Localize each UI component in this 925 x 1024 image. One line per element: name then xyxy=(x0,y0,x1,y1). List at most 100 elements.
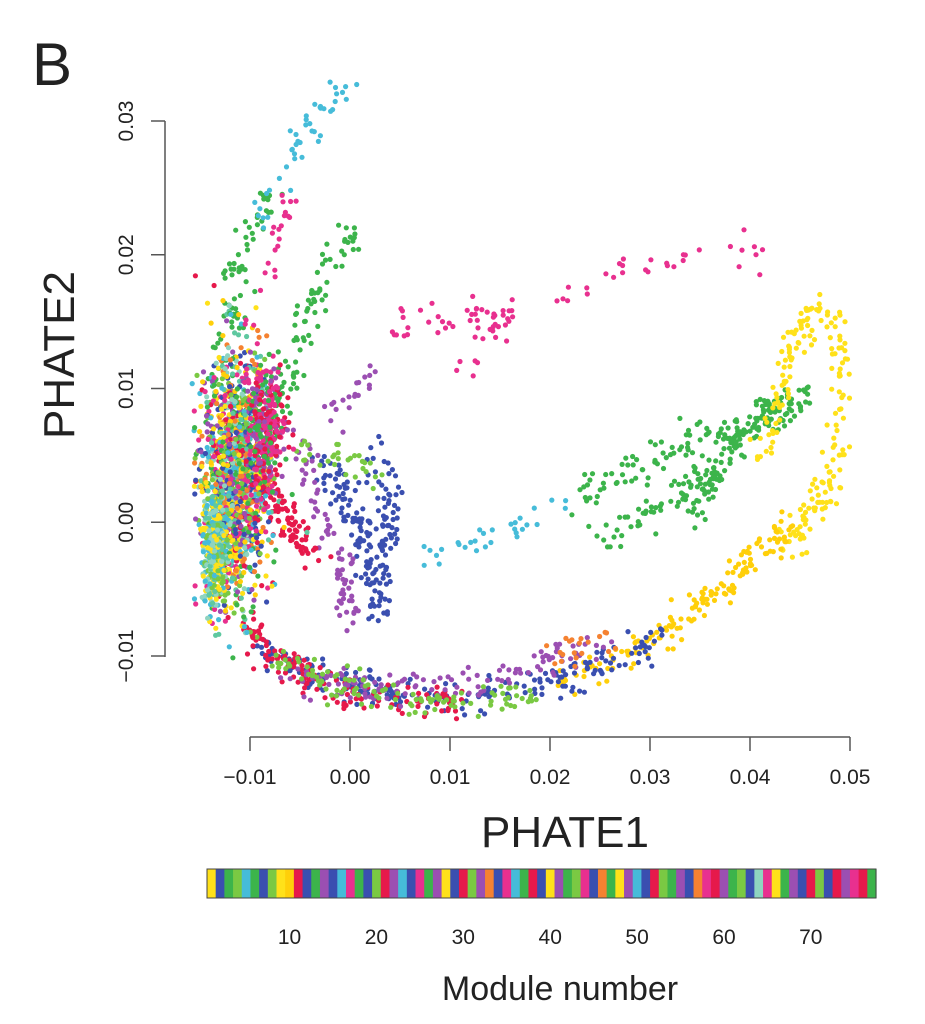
scatter-point xyxy=(816,308,822,314)
scatter-point xyxy=(263,652,269,659)
colorbar-segment xyxy=(259,869,269,898)
scatter-point xyxy=(305,525,311,531)
scatter-point xyxy=(265,460,271,466)
scatter-point xyxy=(819,506,825,512)
scatter-point xyxy=(400,314,406,320)
scatter-point xyxy=(233,471,239,477)
scatter-point xyxy=(263,573,269,579)
scatter-point xyxy=(509,308,515,314)
scatter-point xyxy=(713,591,719,597)
scatter-point xyxy=(475,713,481,720)
scatter-point xyxy=(801,514,807,521)
scatter-point xyxy=(273,652,279,658)
scatter-point xyxy=(376,676,382,682)
scatter-point xyxy=(384,611,390,617)
scatter-point xyxy=(321,480,327,486)
scatter-point xyxy=(779,509,785,515)
scatter-point xyxy=(312,506,319,512)
scatter-point xyxy=(828,320,834,326)
scatter-point xyxy=(554,298,560,304)
scatter-point xyxy=(219,412,225,418)
scatter-point xyxy=(345,512,351,519)
scatter-point xyxy=(577,688,583,694)
scatter-point xyxy=(276,226,282,232)
colorbar-segment xyxy=(537,869,547,898)
scatter-point xyxy=(250,643,256,649)
scatter-point xyxy=(357,516,363,522)
scatter-point xyxy=(278,675,284,681)
scatter-point xyxy=(386,522,392,529)
scatter-point xyxy=(757,435,763,441)
scatter-point xyxy=(326,681,332,688)
scatter-point xyxy=(303,117,309,123)
scatter-point xyxy=(287,128,293,134)
colorbar-segment xyxy=(589,869,599,898)
scatter-point xyxy=(341,518,347,524)
scatter-point xyxy=(653,505,659,511)
scatter-point xyxy=(544,643,550,649)
scatter-point xyxy=(727,460,733,466)
scatter-point xyxy=(570,643,576,649)
scatter-point xyxy=(380,562,386,568)
scatter-point xyxy=(670,646,676,652)
scatter-point xyxy=(379,546,385,552)
scatter-point xyxy=(712,486,719,493)
scatter-point xyxy=(671,478,678,484)
scatter-point xyxy=(799,551,805,557)
scatter-point xyxy=(196,522,202,528)
scatter-point xyxy=(502,322,508,328)
scatter-point xyxy=(215,576,221,582)
scatter-point xyxy=(529,698,535,704)
scatter-point xyxy=(280,648,287,655)
scatter-point xyxy=(367,675,373,681)
scatter-point xyxy=(253,380,259,386)
scatter-point xyxy=(225,431,231,438)
scatter-point xyxy=(387,492,393,498)
scatter-point xyxy=(289,515,295,521)
scatter-point xyxy=(242,321,248,327)
scatter-point xyxy=(405,681,411,687)
scatter-point xyxy=(391,502,398,508)
scatter-point xyxy=(680,252,687,258)
scatter-point xyxy=(736,561,742,567)
scatter-point xyxy=(310,671,316,678)
scatter-point xyxy=(802,521,808,527)
scatter-point xyxy=(420,677,426,683)
scatter-point xyxy=(322,257,329,263)
colorbar-segment xyxy=(415,869,425,898)
scatter-point xyxy=(366,382,372,388)
scatter-point xyxy=(824,422,830,428)
scatter-point xyxy=(205,454,211,460)
scatter-point xyxy=(239,473,245,479)
scatter-point xyxy=(360,677,366,683)
scatter-point xyxy=(222,592,228,598)
scatter-point xyxy=(303,113,309,119)
x-tick-label: 0.05 xyxy=(830,766,871,789)
scatter-point xyxy=(304,529,310,536)
scatter-point xyxy=(272,267,278,273)
scatter-point xyxy=(235,484,241,490)
scatter-point xyxy=(255,573,261,579)
scatter-point xyxy=(383,486,389,492)
scatter-point xyxy=(275,669,281,675)
scatter-point xyxy=(275,429,281,435)
scatter-point xyxy=(292,527,298,533)
scatter-point xyxy=(324,241,330,247)
scatter-point xyxy=(837,373,843,379)
scatter-point xyxy=(222,275,228,281)
scatter-point xyxy=(540,654,546,660)
scatter-point xyxy=(686,592,693,598)
colorbar-segment xyxy=(346,869,356,898)
scatter-point xyxy=(319,297,325,303)
scatter-point xyxy=(784,410,790,416)
scatter-point xyxy=(309,458,315,464)
scatter-point xyxy=(569,688,575,694)
scatter-point xyxy=(558,695,564,701)
scatter-point xyxy=(324,516,330,523)
scatter-point xyxy=(402,691,408,697)
scatter-point xyxy=(365,565,371,571)
scatter-point xyxy=(286,444,292,450)
colorbar-segment xyxy=(632,869,643,898)
colorbar-segment xyxy=(293,869,304,898)
scatter-point xyxy=(737,442,743,448)
